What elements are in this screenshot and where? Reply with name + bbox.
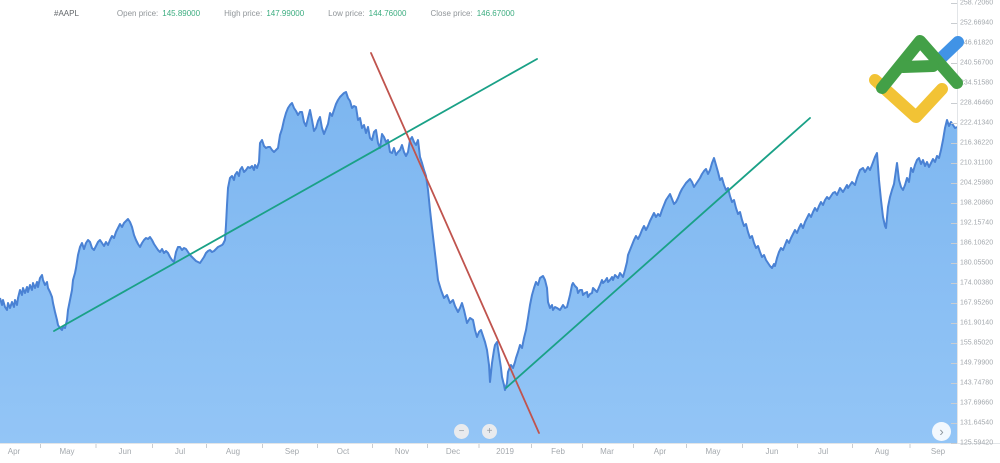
y-axis-label: 192.15740 <box>960 219 994 227</box>
x-axis-label: Sep <box>284 447 300 456</box>
y-axis-label: 216.36220 <box>960 139 994 147</box>
y-axis-label: 174.00380 <box>960 279 994 287</box>
x-axis-label: Feb <box>551 447 565 456</box>
chevron-right-icon: › <box>939 423 944 439</box>
symbol-label: #AAPL <box>54 9 79 18</box>
close-price-field: Close price: 146.67000 <box>430 9 514 18</box>
x-axis-label: Aug <box>874 447 890 456</box>
y-axis-label: 234.51580 <box>960 79 994 87</box>
plus-icon: + <box>486 425 493 437</box>
y-axis-label: 155.85020 <box>960 339 994 347</box>
price-area-fill <box>0 92 957 443</box>
x-axis-label: Aug <box>225 447 241 456</box>
x-axis-label: Mar <box>600 447 614 456</box>
quote-header: #AAPL Open price: 145.89000 High price: 14… <box>54 9 539 18</box>
low-price-label: Low price: <box>328 9 365 18</box>
minus-icon: − <box>458 425 465 437</box>
high-price-value: 147.99000 <box>266 9 305 18</box>
y-axis-label: 252.66940 <box>960 19 994 27</box>
x-axis-label: Jul <box>174 447 186 456</box>
open-price-label: Open price: <box>116 9 159 18</box>
trendline-down[interactable] <box>370 52 540 434</box>
y-axis-label: 246.61820 <box>960 39 994 47</box>
y-axis-label: 240.56700 <box>960 59 994 67</box>
y-axis-label: 149.79900 <box>960 359 994 367</box>
close-price-value: 146.67000 <box>476 9 515 18</box>
x-axis-label: Dec <box>445 447 461 456</box>
x-axis-label: Nov <box>394 447 410 456</box>
y-axis-label: 204.25980 <box>960 179 994 187</box>
open-price-value: 145.89000 <box>162 9 201 18</box>
trendline-up-2019[interactable] <box>505 117 811 389</box>
y-axis-label: 258.72060 <box>960 0 994 7</box>
x-axis-label: Jun <box>118 447 132 456</box>
low-price-value: 144.76000 <box>368 9 407 18</box>
x-axis-label: Jul <box>817 447 829 456</box>
y-axis-label: 131.64540 <box>960 419 994 427</box>
low-price-field: Low price: 144.76000 <box>328 9 406 18</box>
y-axis-label: 198.20860 <box>960 199 994 207</box>
x-axis-label: Oct <box>336 447 350 456</box>
y-axis-label: 222.41340 <box>960 119 994 127</box>
y-axis-label: 210.31100 <box>960 159 993 167</box>
y-axis-label: 186.10620 <box>960 239 994 247</box>
x-axis-label: 2019 <box>496 447 514 456</box>
y-axis-label: 125.59420 <box>960 439 994 447</box>
x-axis-label: Jun <box>765 447 779 456</box>
x-axis-label: May <box>59 447 75 456</box>
high-price-field: High price: 147.99000 <box>224 9 304 18</box>
x-axis-label: May <box>705 447 721 456</box>
y-axis-label: 161.90140 <box>960 319 994 327</box>
price-line <box>0 91 958 391</box>
open-price-field: Open price: 145.89000 <box>117 9 200 18</box>
x-axis-label: Apr <box>653 447 667 456</box>
x-axis-label: Sep <box>930 447 946 456</box>
y-axis-label: 228.46460 <box>960 99 994 107</box>
y-axis-label: 137.69660 <box>960 399 994 407</box>
high-price-label: High price: <box>224 9 263 18</box>
y-axis-label: 180.05500 <box>960 259 994 267</box>
zoom-out-button[interactable]: − <box>454 424 469 439</box>
x-axis-label: Apr <box>7 447 21 456</box>
trendline-up-2018[interactable] <box>53 58 538 332</box>
close-price-label: Close price: <box>430 9 473 18</box>
y-axis-label: 143.74780 <box>960 379 994 387</box>
y-axis-label: 167.95260 <box>960 299 994 307</box>
scroll-right-button[interactable]: › <box>932 422 951 441</box>
zoom-in-button[interactable]: + <box>482 424 497 439</box>
